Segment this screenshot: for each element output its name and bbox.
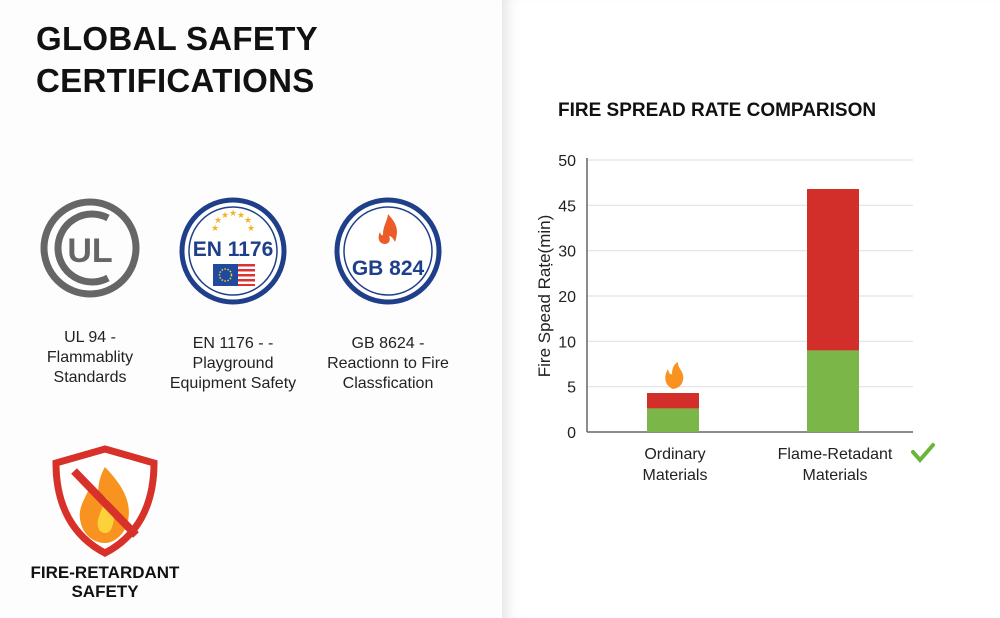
ul-logo-text: UL bbox=[67, 232, 112, 270]
chart-title: FIRE SPREAD RATE COMPARISON bbox=[558, 100, 877, 121]
no-fire-shield-icon bbox=[52, 445, 158, 557]
cert-label: GB 8624 - Reactionn to Fire Classficatio… bbox=[327, 335, 449, 392]
en1176-logo-text: EN 1176 bbox=[193, 238, 274, 261]
svg-text:★: ★ bbox=[237, 210, 245, 220]
gb824-seal-icon: GB 824 bbox=[334, 197, 442, 305]
bar-segment bbox=[647, 408, 699, 432]
y-tick-label: 20 bbox=[558, 289, 576, 306]
certifications-panel: GLOBAL SAFETY CERTIFICATIONS UL UL 94 - … bbox=[20, 20, 458, 601]
cert-ul94: UL UL 94 - Flammablity Standards bbox=[20, 196, 160, 388]
bar-segment bbox=[647, 393, 699, 409]
y-tick-label: 45 bbox=[558, 198, 576, 215]
svg-text:★: ★ bbox=[221, 210, 229, 220]
x-tick-label: Flame-Retadant bbox=[778, 446, 893, 463]
y-tick-label: 10 bbox=[558, 334, 576, 351]
y-tick-label: 30 bbox=[558, 244, 576, 261]
x-tick-label: Materials bbox=[803, 467, 868, 484]
svg-text:★: ★ bbox=[229, 208, 237, 218]
page-title: GLOBAL SAFETY CERTIFICATIONS bbox=[36, 20, 318, 99]
checkmark-icon bbox=[911, 443, 935, 464]
y-tick-label: 0 bbox=[567, 425, 576, 442]
y-axis-label: Fire Spead Raṭe(min) bbox=[535, 215, 554, 378]
flame-icon bbox=[378, 214, 397, 244]
chart-panel bbox=[502, 0, 1000, 618]
x-tick-label: Materials bbox=[643, 467, 708, 484]
cert-label: EN 1176 - - Playground Equipment Safety bbox=[169, 335, 297, 392]
en1176-seal-icon: ★★ ★ ★★★ ★ EN 1176 bbox=[179, 197, 287, 305]
ul-mark-icon: UL bbox=[40, 198, 140, 298]
cert-gb8624: GB 824 GB 8624 - Reactionn to Fire Class… bbox=[318, 196, 458, 394]
cert-label: UL 94 - Flammablity Standards bbox=[46, 329, 134, 386]
svg-text:★: ★ bbox=[211, 223, 219, 233]
svg-text:★: ★ bbox=[214, 215, 222, 225]
svg-text:★: ★ bbox=[244, 215, 252, 225]
bar-segment bbox=[807, 189, 859, 351]
y-tick-label: 50 bbox=[558, 153, 576, 170]
flame-icon bbox=[665, 362, 684, 390]
fire-retardant-badge: FIRE-RETARDANT SAFETY bbox=[20, 445, 190, 601]
svg-text:★: ★ bbox=[247, 223, 255, 233]
x-tick-label: Ordinary bbox=[644, 446, 705, 463]
bar-segment bbox=[807, 350, 859, 432]
cert-en1176: ★ ★ ★ ★ ★ ★ ★ EN 1176 EN 1176 - - Playground E… bbox=[163, 196, 303, 394]
y-tick-label: 5 bbox=[567, 380, 576, 397]
gb824-logo-text: GB 824 bbox=[352, 257, 425, 280]
badge-label: FIRE-RETARDANT SAFETY bbox=[30, 563, 180, 601]
